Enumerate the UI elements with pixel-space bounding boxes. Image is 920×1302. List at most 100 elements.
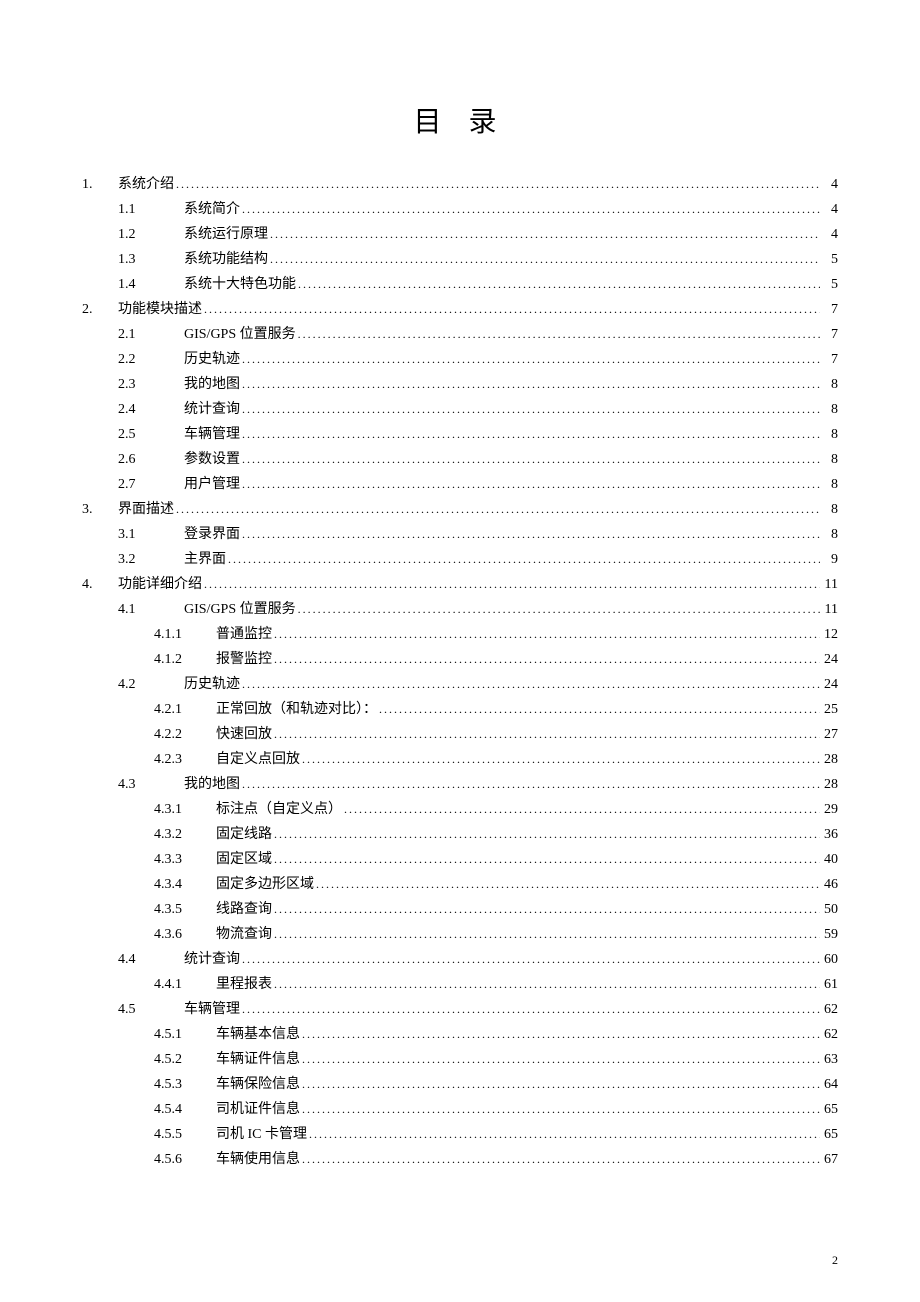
- toc-leader-dots: [240, 678, 820, 692]
- toc-entry: 4.4.1里程报表 61: [82, 978, 838, 992]
- toc-entry: 4.3.4固定多边形区域 46: [82, 878, 838, 892]
- toc-leader-dots: [342, 803, 820, 817]
- toc-entry-label: 统计查询: [184, 403, 240, 417]
- toc-entry-page: 7: [820, 328, 838, 342]
- toc-entry-page: 4: [820, 178, 838, 192]
- toc-entry-label: 主界面: [184, 553, 226, 567]
- toc-entry-page: 8: [820, 528, 838, 542]
- toc-entry: 4.3我的地图 28: [82, 778, 838, 792]
- toc-entry-page: 8: [820, 478, 838, 492]
- toc-entry: 1.系统介绍 4: [82, 178, 838, 192]
- toc-entry-label: 历史轨迹: [184, 678, 240, 692]
- toc-entry-label: 固定区域: [216, 853, 272, 867]
- toc-leader-dots: [240, 428, 820, 442]
- toc-entry: 4.5.1车辆基本信息 62: [82, 1028, 838, 1042]
- toc-list: 1.系统介绍 41.1系统简介 41.2系统运行原理 41.3系统功能结构 51…: [82, 178, 838, 1167]
- toc-entry-number: 4.3: [118, 778, 184, 792]
- toc-entry-page: 27: [820, 728, 838, 742]
- toc-entry-label: 用户管理: [184, 478, 240, 492]
- toc-entry-page: 25: [820, 703, 838, 717]
- toc-entry-label: 固定多边形区域: [216, 878, 314, 892]
- toc-entry: 4.5车辆管理 62: [82, 1003, 838, 1017]
- toc-entry-page: 8: [820, 378, 838, 392]
- toc-entry: 2.功能模块描述 7: [82, 303, 838, 317]
- toc-leader-dots: [240, 778, 820, 792]
- toc-entry-page: 65: [820, 1128, 838, 1142]
- toc-leader-dots: [272, 903, 820, 917]
- toc-leader-dots: [174, 503, 820, 517]
- toc-leader-dots: [272, 728, 820, 742]
- toc-entry-page: 65: [820, 1103, 838, 1117]
- toc-entry-label: 系统功能结构: [184, 253, 268, 267]
- toc-entry-number: 4.3.6: [154, 928, 216, 942]
- toc-entry-number: 4.5.5: [154, 1128, 216, 1142]
- toc-entry: 1.1系统简介 4: [82, 203, 838, 217]
- toc-entry: 2.4统计查询 8: [82, 403, 838, 417]
- toc-leader-dots: [300, 1078, 820, 1092]
- toc-entry-label: 车辆管理: [184, 1003, 240, 1017]
- toc-entry-label: 车辆证件信息: [216, 1053, 300, 1067]
- toc-entry: 4.2历史轨迹 24: [82, 678, 838, 692]
- toc-entry: 4.1.1普通监控 12: [82, 628, 838, 642]
- toc-leader-dots: [240, 203, 820, 217]
- toc-entry-page: 12: [820, 628, 838, 642]
- toc-entry-page: 5: [820, 278, 838, 292]
- toc-entry-number: 4.4: [118, 953, 184, 967]
- toc-entry-page: 28: [820, 753, 838, 767]
- toc-entry-page: 46: [820, 878, 838, 892]
- toc-entry: 1.3系统功能结构 5: [82, 253, 838, 267]
- toc-entry: 3.1登录界面 8: [82, 528, 838, 542]
- toc-entry-page: 62: [820, 1028, 838, 1042]
- toc-entry: 1.4系统十大特色功能 5: [82, 278, 838, 292]
- toc-leader-dots: [240, 953, 820, 967]
- toc-entry-label: 历史轨迹: [184, 353, 240, 367]
- toc-leader-dots: [240, 353, 820, 367]
- toc-entry-label: 固定线路: [216, 828, 272, 842]
- toc-entry: 2.1GIS/GPS 位置服务 7: [82, 328, 838, 342]
- toc-entry-label: 线路查询: [216, 903, 272, 917]
- toc-entry-number: 3.1: [118, 528, 184, 542]
- toc-entry: 4.2.1正常回放（和轨迹对比）： 25: [82, 703, 838, 717]
- toc-entry-number: 1.: [82, 178, 118, 192]
- toc-entry-number: 4.5.1: [154, 1028, 216, 1042]
- toc-entry-page: 5: [820, 253, 838, 267]
- toc-leader-dots: [272, 978, 820, 992]
- toc-entry-number: 1.1: [118, 203, 184, 217]
- toc-entry-number: 4.2.1: [154, 703, 216, 717]
- toc-entry: 4.3.6物流查询 59: [82, 928, 838, 942]
- toc-leader-dots: [300, 1103, 820, 1117]
- toc-entry-page: 67: [820, 1153, 838, 1167]
- toc-entry-page: 29: [820, 803, 838, 817]
- toc-entry-number: 4.2: [118, 678, 184, 692]
- toc-entry: 3.界面描述 8: [82, 503, 838, 517]
- toc-entry-label: 司机证件信息: [216, 1103, 300, 1117]
- toc-entry-number: 4.1.2: [154, 653, 216, 667]
- toc-leader-dots: [268, 253, 820, 267]
- toc-entry-number: 1.4: [118, 278, 184, 292]
- toc-leader-dots: [240, 528, 820, 542]
- toc-entry-label: GIS/GPS 位置服务: [184, 328, 296, 342]
- toc-entry: 4.3.5线路查询 50: [82, 903, 838, 917]
- toc-entry-label: 我的地图: [184, 378, 240, 392]
- toc-leader-dots: [240, 478, 820, 492]
- toc-entry: 4.5.6车辆使用信息 67: [82, 1153, 838, 1167]
- toc-entry-label: 正常回放（和轨迹对比）：: [216, 703, 377, 717]
- toc-entry-label: 系统运行原理: [184, 228, 268, 242]
- toc-entry-number: 2.1: [118, 328, 184, 342]
- toc-entry-label: 系统十大特色功能: [184, 278, 296, 292]
- toc-entry: 2.3我的地图 8: [82, 378, 838, 392]
- toc-entry-page: 40: [820, 853, 838, 867]
- toc-leader-dots: [300, 1153, 820, 1167]
- toc-entry-number: 2.7: [118, 478, 184, 492]
- toc-entry-page: 8: [820, 453, 838, 467]
- toc-entry-number: 4.4.1: [154, 978, 216, 992]
- toc-entry-label: 车辆保险信息: [216, 1078, 300, 1092]
- toc-entry-label: 车辆使用信息: [216, 1153, 300, 1167]
- toc-entry: 4.3.1标注点（自定义点） 29: [82, 803, 838, 817]
- toc-entry-page: 8: [820, 428, 838, 442]
- toc-entry-page: 50: [820, 903, 838, 917]
- toc-entry-label: 车辆管理: [184, 428, 240, 442]
- toc-entry-page: 62: [820, 1003, 838, 1017]
- toc-entry-label: GIS/GPS 位置服务: [184, 603, 296, 617]
- page-number: 2: [832, 1253, 838, 1268]
